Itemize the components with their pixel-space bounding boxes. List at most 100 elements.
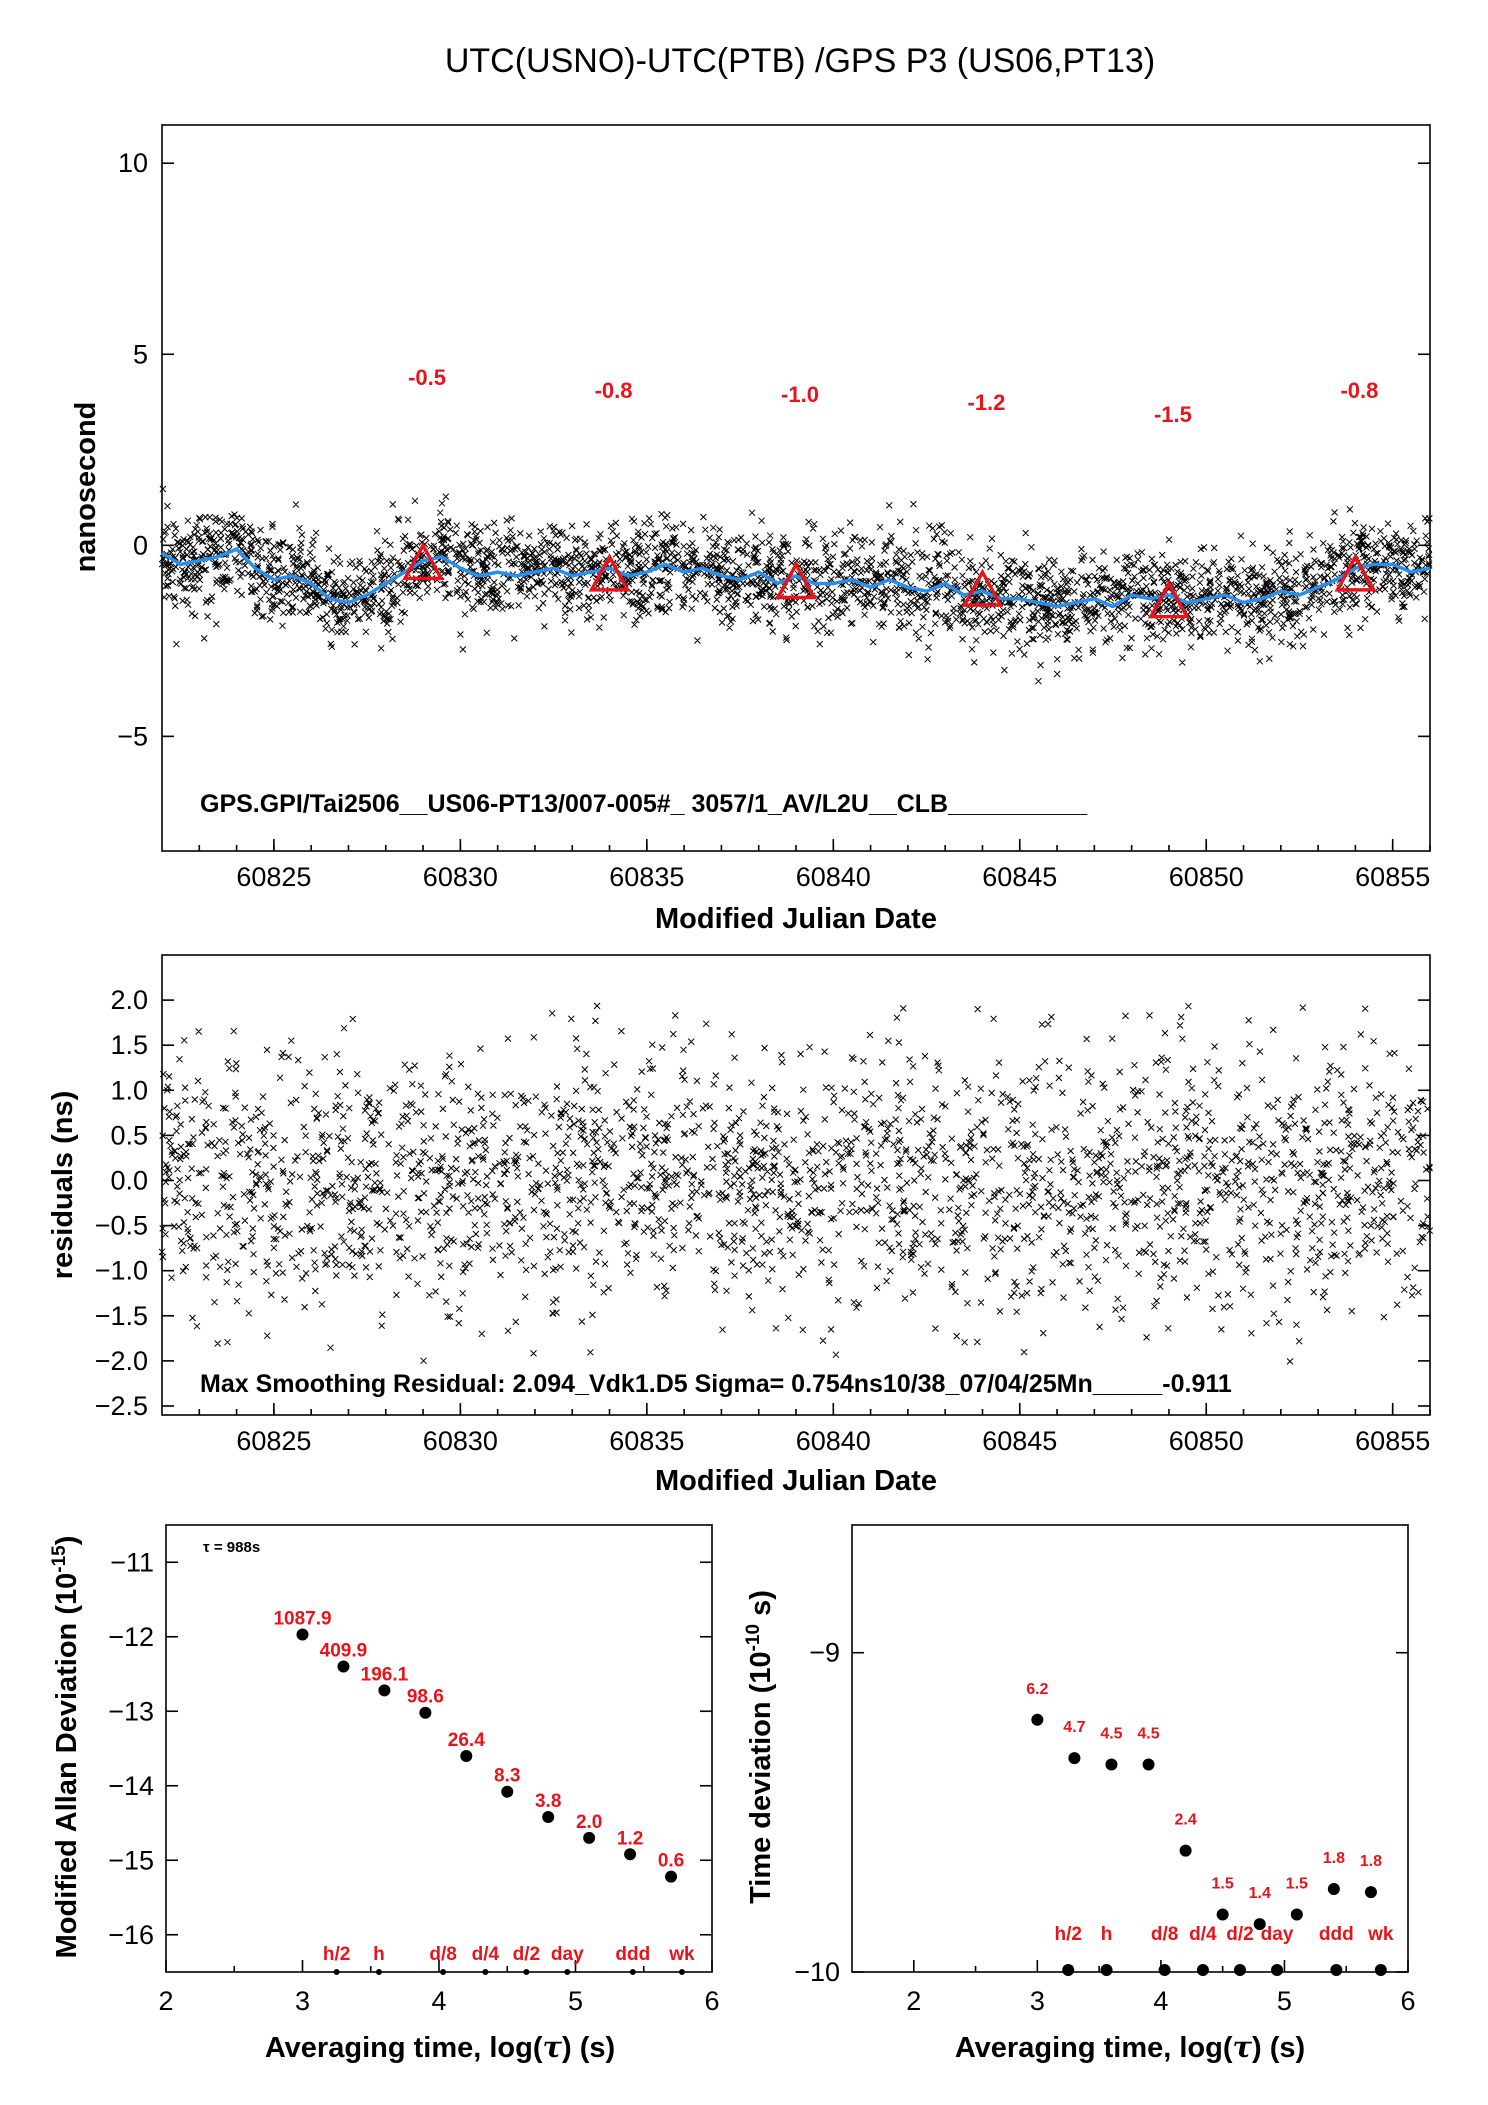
top-ytick-label: 5 [133,339,148,369]
bottom-left-panel: 2 3 4 5 6 −11 −12 −13 −14 −15 −16 1087.9 409.9196.19… [108,1547,719,2016]
top-panel: 60825 60830 60835 60840 60845 60850 60855 10 5 0 −… [117,148,1433,892]
br-interval-label: d/2 [1226,1924,1253,1945]
br-interval-label: d/8 [1151,1924,1178,1945]
br-point-label: 1.5 [1212,1876,1234,1893]
top-scatter-points [158,485,1433,685]
br-point [1253,1918,1266,1931]
mid-xlabel: Modified Julian Date [655,1465,937,1497]
br-panel-frame [851,1524,1409,1973]
bl-point [378,1684,391,1697]
top-marker-triangle [775,560,817,600]
br-point-label: 1.4 [1249,1885,1271,1902]
br-interval-dot [1271,1964,1284,1976]
bl-ytick-label: −15 [108,1845,154,1875]
mid-ytick-label: 0.5 [110,1120,148,1150]
top-smooth-line [161,547,1431,609]
top-xtick-label: 60855 [1355,862,1430,892]
br-point-label: 1.5 [1286,1876,1308,1893]
br-point [1068,1752,1081,1765]
bl-point-label: 2.0 [576,1812,602,1833]
top-xtick-label: 60825 [236,862,311,892]
br-point-label: 1.8 [1323,1850,1345,1867]
top-note: GPS.GPI/Tai2506__US06-PT13/007-005#_ 305… [200,790,1088,818]
top-marker-label: -0.5 [408,365,446,390]
mid-xtick-label: 60840 [796,1426,871,1456]
mid-ytick-label: 0.0 [110,1165,148,1195]
br-point-label: 4.7 [1063,1719,1085,1736]
bl-ylabel: Modified Allan Deviation (10-15) [49,1536,83,1959]
top-ylabel: nanosecond [70,402,102,573]
br-point [1105,1758,1118,1771]
bl-point-label: 196.1 [361,1664,409,1685]
bl-xtick-label: 2 [158,1986,173,2016]
top-marker-label: -1.2 [968,390,1006,415]
bl-panel-frame [165,1524,713,1973]
br-point-label: 6.2 [1026,1681,1048,1698]
br-interval-label: ddd [1319,1924,1354,1945]
mid-ytick-label: −2.5 [95,1391,148,1421]
bl-interval-dot [375,1969,382,1975]
br-ytick-label: −9 [809,1638,840,1668]
br-point [1142,1758,1155,1771]
bl-interval-label: h [373,1944,385,1965]
br-point-label: 1.8 [1360,1853,1382,1870]
mid-xtick-label: 60855 [1355,1426,1430,1456]
br-interval-dot [1100,1964,1113,1976]
bl-interval-dot [440,1969,447,1975]
bl-interval-label: h/2 [323,1944,350,1965]
top-xlabel: Modified Julian Date [655,903,937,935]
bl-point [542,1811,555,1824]
mid-ytick-label: −1.0 [95,1256,148,1286]
br-interval-dot [1233,1964,1246,1976]
bl-xtick-label: 5 [568,1986,583,2016]
bl-point-label: 1087.9 [273,1609,331,1630]
bottom-right-panel: 2 3 4 5 6 −9 −10 6.2 4.7 4.5 4.5 2.4 1.5 1.4 1.5 1.8 1.8… [794,1638,1415,2016]
bl-ytick-label: −14 [108,1771,154,1801]
bl-xlabel: Averaging time, log(τ) (s) [265,2030,615,2064]
br-xtick-label: 2 [906,1986,921,2016]
br-interval-label: h [1101,1924,1113,1945]
br-xtick-label: 5 [1277,1986,1292,2016]
br-interval-label: h/2 [1054,1924,1081,1945]
bl-point [665,1870,678,1883]
mid-xtick-label: 60825 [236,1426,311,1456]
bl-interval-label: wk [668,1944,695,1965]
bl-interval-label: d/2 [513,1944,540,1965]
br-xtick-label: 3 [1030,1986,1045,2016]
top-marker-label: -1.0 [781,382,819,407]
bl-point [296,1628,309,1641]
top-marker-triangle [961,568,1004,607]
br-point-label: 2.4 [1174,1812,1196,1829]
br-xtick-label: 4 [1153,1986,1168,2016]
bl-point-label: 26.4 [448,1730,485,1751]
bl-interval-dot [678,1969,685,1975]
top-marker-triangle [1147,579,1190,619]
mid-xtick-label: 60835 [609,1426,684,1456]
bl-interval-dot [523,1969,530,1975]
br-xlabel: Averaging time, log(τ) (s) [955,2030,1305,2064]
br-xtick-label: 6 [1400,1986,1415,2016]
bl-point-label: 98.6 [407,1687,444,1708]
br-interval-dot [1196,1964,1209,1976]
br-interval-label: wk [1367,1924,1394,1945]
bl-interval-dot [482,1969,489,1975]
br-point [1364,1886,1377,1899]
bl-interval-label: day [551,1944,584,1965]
bl-xtick-label: 3 [295,1986,310,2016]
bl-point [624,1848,637,1861]
bl-interval-label: ddd [615,1944,650,1965]
bl-ytick-label: −16 [108,1920,154,1950]
br-interval-dot [1330,1964,1343,1976]
bl-point-label: 8.3 [494,1766,520,1787]
bl-point [583,1831,596,1844]
mid-ylabel: residuals (ns) [47,1091,79,1280]
mid-ytick-label: 2.0 [110,985,148,1015]
mid-residual-points [158,1002,1434,1365]
br-interval-label: day [1261,1924,1294,1945]
br-point-label: 4.5 [1100,1725,1122,1742]
top-xtick-label: 60830 [423,862,498,892]
top-marker-label: -1.5 [1154,402,1192,427]
top-panel-frame [161,124,1431,852]
br-point [1031,1713,1044,1726]
